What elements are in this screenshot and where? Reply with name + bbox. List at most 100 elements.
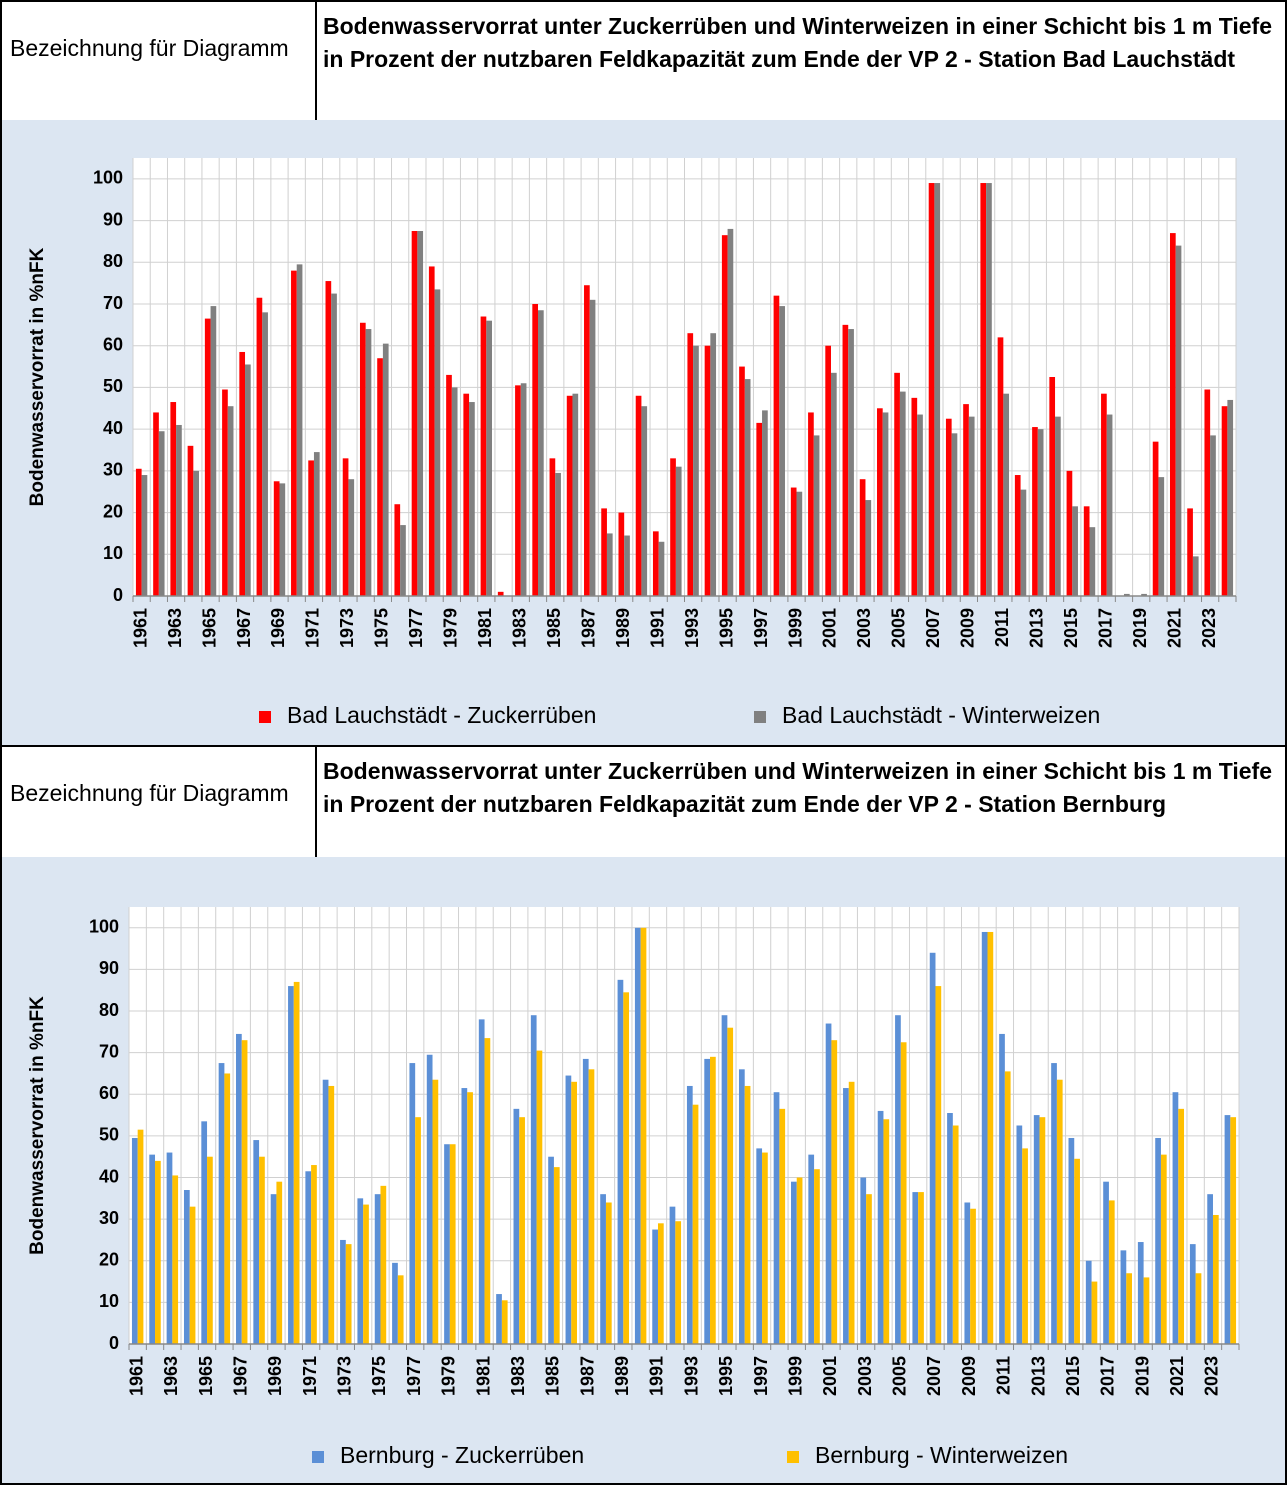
bar — [467, 1092, 473, 1344]
bar — [572, 393, 579, 596]
bar — [848, 1081, 855, 1344]
bar — [687, 333, 694, 596]
x-tick-label: 2001 — [820, 608, 840, 648]
bar — [170, 402, 177, 596]
x-tick-label: 2021 — [1164, 608, 1184, 648]
x-tick-label: 1971 — [303, 608, 323, 648]
bar — [773, 1092, 780, 1344]
bar — [305, 1171, 312, 1344]
bar — [291, 270, 297, 596]
bar — [1014, 475, 1021, 596]
chart: 0 10 20 30 40 50 60 70 80 90 100 1961 1963 1965 1967 19… — [27, 158, 1237, 728]
bar — [635, 395, 642, 596]
x-tick-label: 1989 — [613, 608, 633, 648]
bar — [831, 1040, 838, 1344]
y-tick-label: 40 — [103, 418, 123, 438]
x-tick-label: 2003 — [854, 608, 874, 648]
bar — [704, 1058, 711, 1344]
x-tick-label: 1985 — [544, 608, 564, 648]
x-tick-label: 2005 — [889, 608, 909, 648]
bar — [155, 1160, 161, 1344]
bar — [727, 228, 734, 596]
bar — [451, 387, 458, 596]
legend-label: Bernburg - Winterweizen — [815, 1442, 1068, 1468]
x-tick-label: 2007 — [923, 608, 943, 648]
bar — [434, 289, 441, 596]
bar — [549, 458, 556, 596]
label-cell: Bezeichnung für Diagramm — [0, 0, 317, 122]
bar — [710, 333, 717, 596]
title-cell: Bodenwasservorrat unter Zuckerrüben und … — [315, 745, 1287, 859]
bar — [415, 1117, 421, 1344]
x-tick-label: 1973 — [335, 1356, 355, 1396]
bar — [224, 1073, 231, 1344]
x-tick-label: 1981 — [475, 608, 495, 648]
bar — [296, 264, 303, 596]
bar — [382, 343, 389, 596]
bar — [762, 410, 768, 596]
bar — [256, 297, 263, 596]
x-tick-label: 2001 — [820, 1356, 840, 1396]
bar — [273, 481, 280, 596]
y-tick-label: 70 — [103, 293, 123, 313]
bar — [727, 1027, 734, 1344]
legend-swatch — [312, 1451, 324, 1463]
y-tick-label: 50 — [99, 1125, 119, 1145]
bar — [658, 541, 665, 596]
bar — [325, 281, 332, 596]
bar — [1089, 527, 1096, 596]
bar — [968, 416, 975, 596]
bar — [790, 487, 797, 596]
bar — [859, 479, 866, 596]
bar — [1120, 1250, 1127, 1344]
bar — [917, 414, 923, 596]
bar — [814, 1169, 820, 1344]
bar — [446, 374, 452, 596]
y-tick-label: 70 — [99, 1041, 119, 1061]
bar — [762, 1152, 768, 1344]
bar — [830, 372, 837, 596]
bar — [135, 468, 142, 596]
bar — [935, 986, 942, 1344]
bar — [1123, 593, 1130, 596]
bar — [1004, 1071, 1011, 1344]
x-tick-label: 1969 — [268, 608, 288, 648]
x-tick-label: 2013 — [1027, 608, 1047, 648]
x-tick-label: 2021 — [1167, 1356, 1187, 1396]
bar — [721, 1015, 728, 1344]
bar — [288, 986, 294, 1344]
bar — [634, 927, 641, 1344]
bar — [964, 1202, 971, 1344]
bar — [945, 418, 952, 596]
bar — [652, 531, 659, 596]
bar — [1032, 427, 1038, 596]
y-tick-label: 20 — [99, 1250, 119, 1270]
bar — [397, 1275, 404, 1344]
bar — [652, 1229, 658, 1344]
bar — [929, 952, 936, 1344]
bar — [669, 1206, 676, 1344]
bar — [1227, 399, 1234, 596]
bar — [883, 1119, 890, 1344]
bar — [1152, 441, 1159, 596]
x-tick-label: 1967 — [230, 1356, 250, 1396]
bar — [193, 470, 200, 596]
x-tick-label: 2017 — [1095, 608, 1115, 648]
y-tick-label: 10 — [99, 1291, 119, 1311]
y-tick-label: 90 — [103, 209, 123, 229]
bar — [1155, 1137, 1161, 1344]
bar — [311, 1165, 317, 1344]
bar — [571, 1081, 577, 1344]
legend-label: Bernburg - Zuckerrüben — [340, 1442, 584, 1468]
bar — [469, 402, 475, 596]
bar — [1192, 556, 1199, 596]
x-tick-label: 1995 — [716, 1356, 736, 1396]
bar — [331, 293, 337, 596]
bar — [721, 235, 728, 596]
bar — [141, 475, 148, 596]
bar — [813, 435, 820, 596]
x-tick-label: 2011 — [994, 1356, 1014, 1395]
bar — [308, 460, 314, 596]
bar — [928, 183, 935, 596]
bar — [520, 383, 527, 596]
